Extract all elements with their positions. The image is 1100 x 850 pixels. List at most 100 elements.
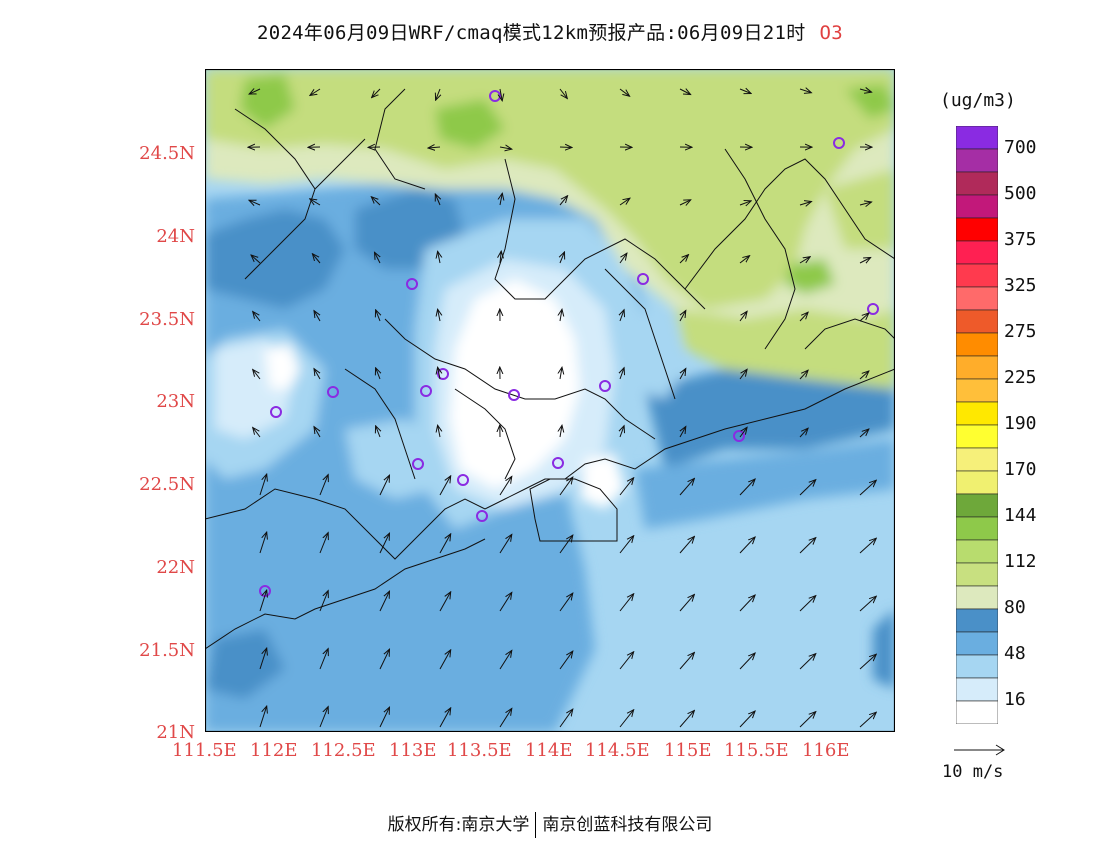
wind-arrow bbox=[379, 649, 390, 670]
wind-arrow bbox=[559, 535, 573, 554]
wind-arrow bbox=[799, 202, 812, 206]
wind-arrow bbox=[439, 592, 451, 612]
wind-arrow bbox=[619, 478, 634, 496]
wind-arrow bbox=[259, 706, 267, 728]
lat-label-21-5n: 21.5N bbox=[139, 640, 195, 661]
lat-label-22-5n: 22.5N bbox=[139, 474, 195, 495]
wind-arrow bbox=[619, 710, 634, 728]
wind-arrow bbox=[319, 591, 328, 612]
title-species: O3 bbox=[819, 22, 844, 44]
ozone-map bbox=[205, 69, 895, 732]
wind-arrow bbox=[799, 538, 816, 554]
wind-arrow bbox=[679, 710, 694, 728]
colorbar-segment bbox=[956, 126, 998, 150]
wind-arrow bbox=[859, 429, 869, 438]
wind-arrow bbox=[619, 88, 630, 96]
wind-arrow bbox=[379, 475, 390, 496]
wind-arrow bbox=[620, 368, 624, 380]
lat-label-23-5n: 23.5N bbox=[139, 309, 195, 330]
wind-arrow bbox=[560, 367, 562, 380]
colorbar-segment bbox=[956, 401, 998, 426]
colorbar-segment bbox=[956, 585, 998, 610]
lon-label-115e: 115E bbox=[664, 740, 712, 761]
wind-arrow bbox=[739, 369, 747, 380]
wind-arrow bbox=[859, 538, 876, 554]
wind-arrow bbox=[859, 371, 869, 380]
colorbar-segment bbox=[956, 309, 998, 334]
colorbar-label: 16 bbox=[1004, 689, 1026, 710]
wind-arrow bbox=[499, 476, 512, 496]
wind-arrow bbox=[739, 256, 750, 264]
station-marker bbox=[406, 278, 418, 290]
wind-arrow bbox=[680, 427, 686, 438]
wind-arrow bbox=[499, 708, 512, 728]
wind-arrow bbox=[314, 427, 321, 438]
footer-left: 版权所有:南京大学 bbox=[387, 815, 530, 835]
station-marker bbox=[270, 406, 282, 418]
wind-arrow bbox=[314, 369, 321, 380]
wind-arrow bbox=[619, 536, 634, 554]
wind-arrow bbox=[679, 200, 691, 205]
wind-arrow bbox=[619, 253, 627, 264]
colorbar-segment bbox=[956, 447, 998, 472]
coastline-boundaries bbox=[205, 88, 895, 650]
wind-arrow bbox=[559, 88, 567, 99]
wind-arrow bbox=[439, 708, 451, 728]
wind-arrow bbox=[319, 707, 328, 728]
lat-label-24n: 24N bbox=[156, 226, 195, 247]
wind-arrow bbox=[436, 88, 440, 100]
colorbar-label: 325 bbox=[1004, 275, 1037, 296]
colorbar-segment bbox=[956, 654, 998, 679]
wind-arrow bbox=[739, 479, 755, 496]
wind-arrow bbox=[619, 198, 630, 206]
colorbar-segment bbox=[956, 700, 998, 724]
wind-arrow bbox=[619, 652, 634, 670]
wind-arrow bbox=[249, 89, 261, 94]
wind-arrow bbox=[379, 591, 390, 612]
wind-arrow bbox=[310, 199, 321, 206]
lon-label-113-5e: 113.5E bbox=[447, 740, 512, 761]
colorbar-segment bbox=[956, 148, 998, 173]
colorbar-label: 275 bbox=[1004, 321, 1037, 342]
wind-arrow bbox=[559, 196, 568, 206]
wind-arrow bbox=[739, 537, 755, 554]
wind-arrow bbox=[559, 651, 573, 670]
wind-arrow bbox=[799, 370, 808, 380]
wind-arrow bbox=[259, 474, 267, 496]
wind-arrow bbox=[679, 594, 694, 612]
colorbar-segment bbox=[956, 217, 998, 242]
wind-arrow bbox=[799, 596, 816, 612]
wind-arrow bbox=[259, 648, 267, 670]
wind-arrow bbox=[739, 89, 751, 94]
station-marker bbox=[833, 137, 845, 149]
lon-label-111-5e: 111.5E bbox=[172, 740, 237, 761]
wind-arrow bbox=[435, 194, 440, 206]
colorbar-segment bbox=[956, 355, 998, 380]
station-marker bbox=[457, 474, 469, 486]
wind-arrow bbox=[679, 478, 694, 496]
wind-arrow bbox=[679, 255, 689, 264]
reference-vector-label: 10 m/s bbox=[942, 762, 1004, 782]
wind-arrow bbox=[438, 367, 440, 380]
station-marker bbox=[733, 430, 745, 442]
wind-arrow bbox=[799, 312, 808, 322]
station-marker bbox=[637, 273, 649, 285]
wind-arrow bbox=[251, 255, 261, 264]
wind-arrow bbox=[680, 311, 686, 322]
lon-label-112e: 112E bbox=[250, 740, 298, 761]
wind-arrow bbox=[799, 712, 816, 728]
wind-arrow bbox=[439, 476, 451, 496]
wind-arrow bbox=[253, 428, 261, 438]
colorbar-label: 225 bbox=[1004, 367, 1037, 388]
wind-arrow bbox=[438, 251, 440, 264]
colorbar-label: 112 bbox=[1004, 551, 1037, 572]
lat-label-21n: 21N bbox=[156, 722, 195, 743]
wind-arrow bbox=[559, 477, 573, 496]
wind-arrow bbox=[859, 202, 872, 205]
footer-separator bbox=[535, 812, 537, 838]
footer-right: 南京创蓝科技有限公司 bbox=[542, 815, 713, 835]
wind-arrow bbox=[560, 425, 562, 438]
colorbar-segment bbox=[956, 194, 998, 219]
wind-arrow bbox=[500, 88, 502, 101]
wind-arrow bbox=[499, 147, 512, 149]
